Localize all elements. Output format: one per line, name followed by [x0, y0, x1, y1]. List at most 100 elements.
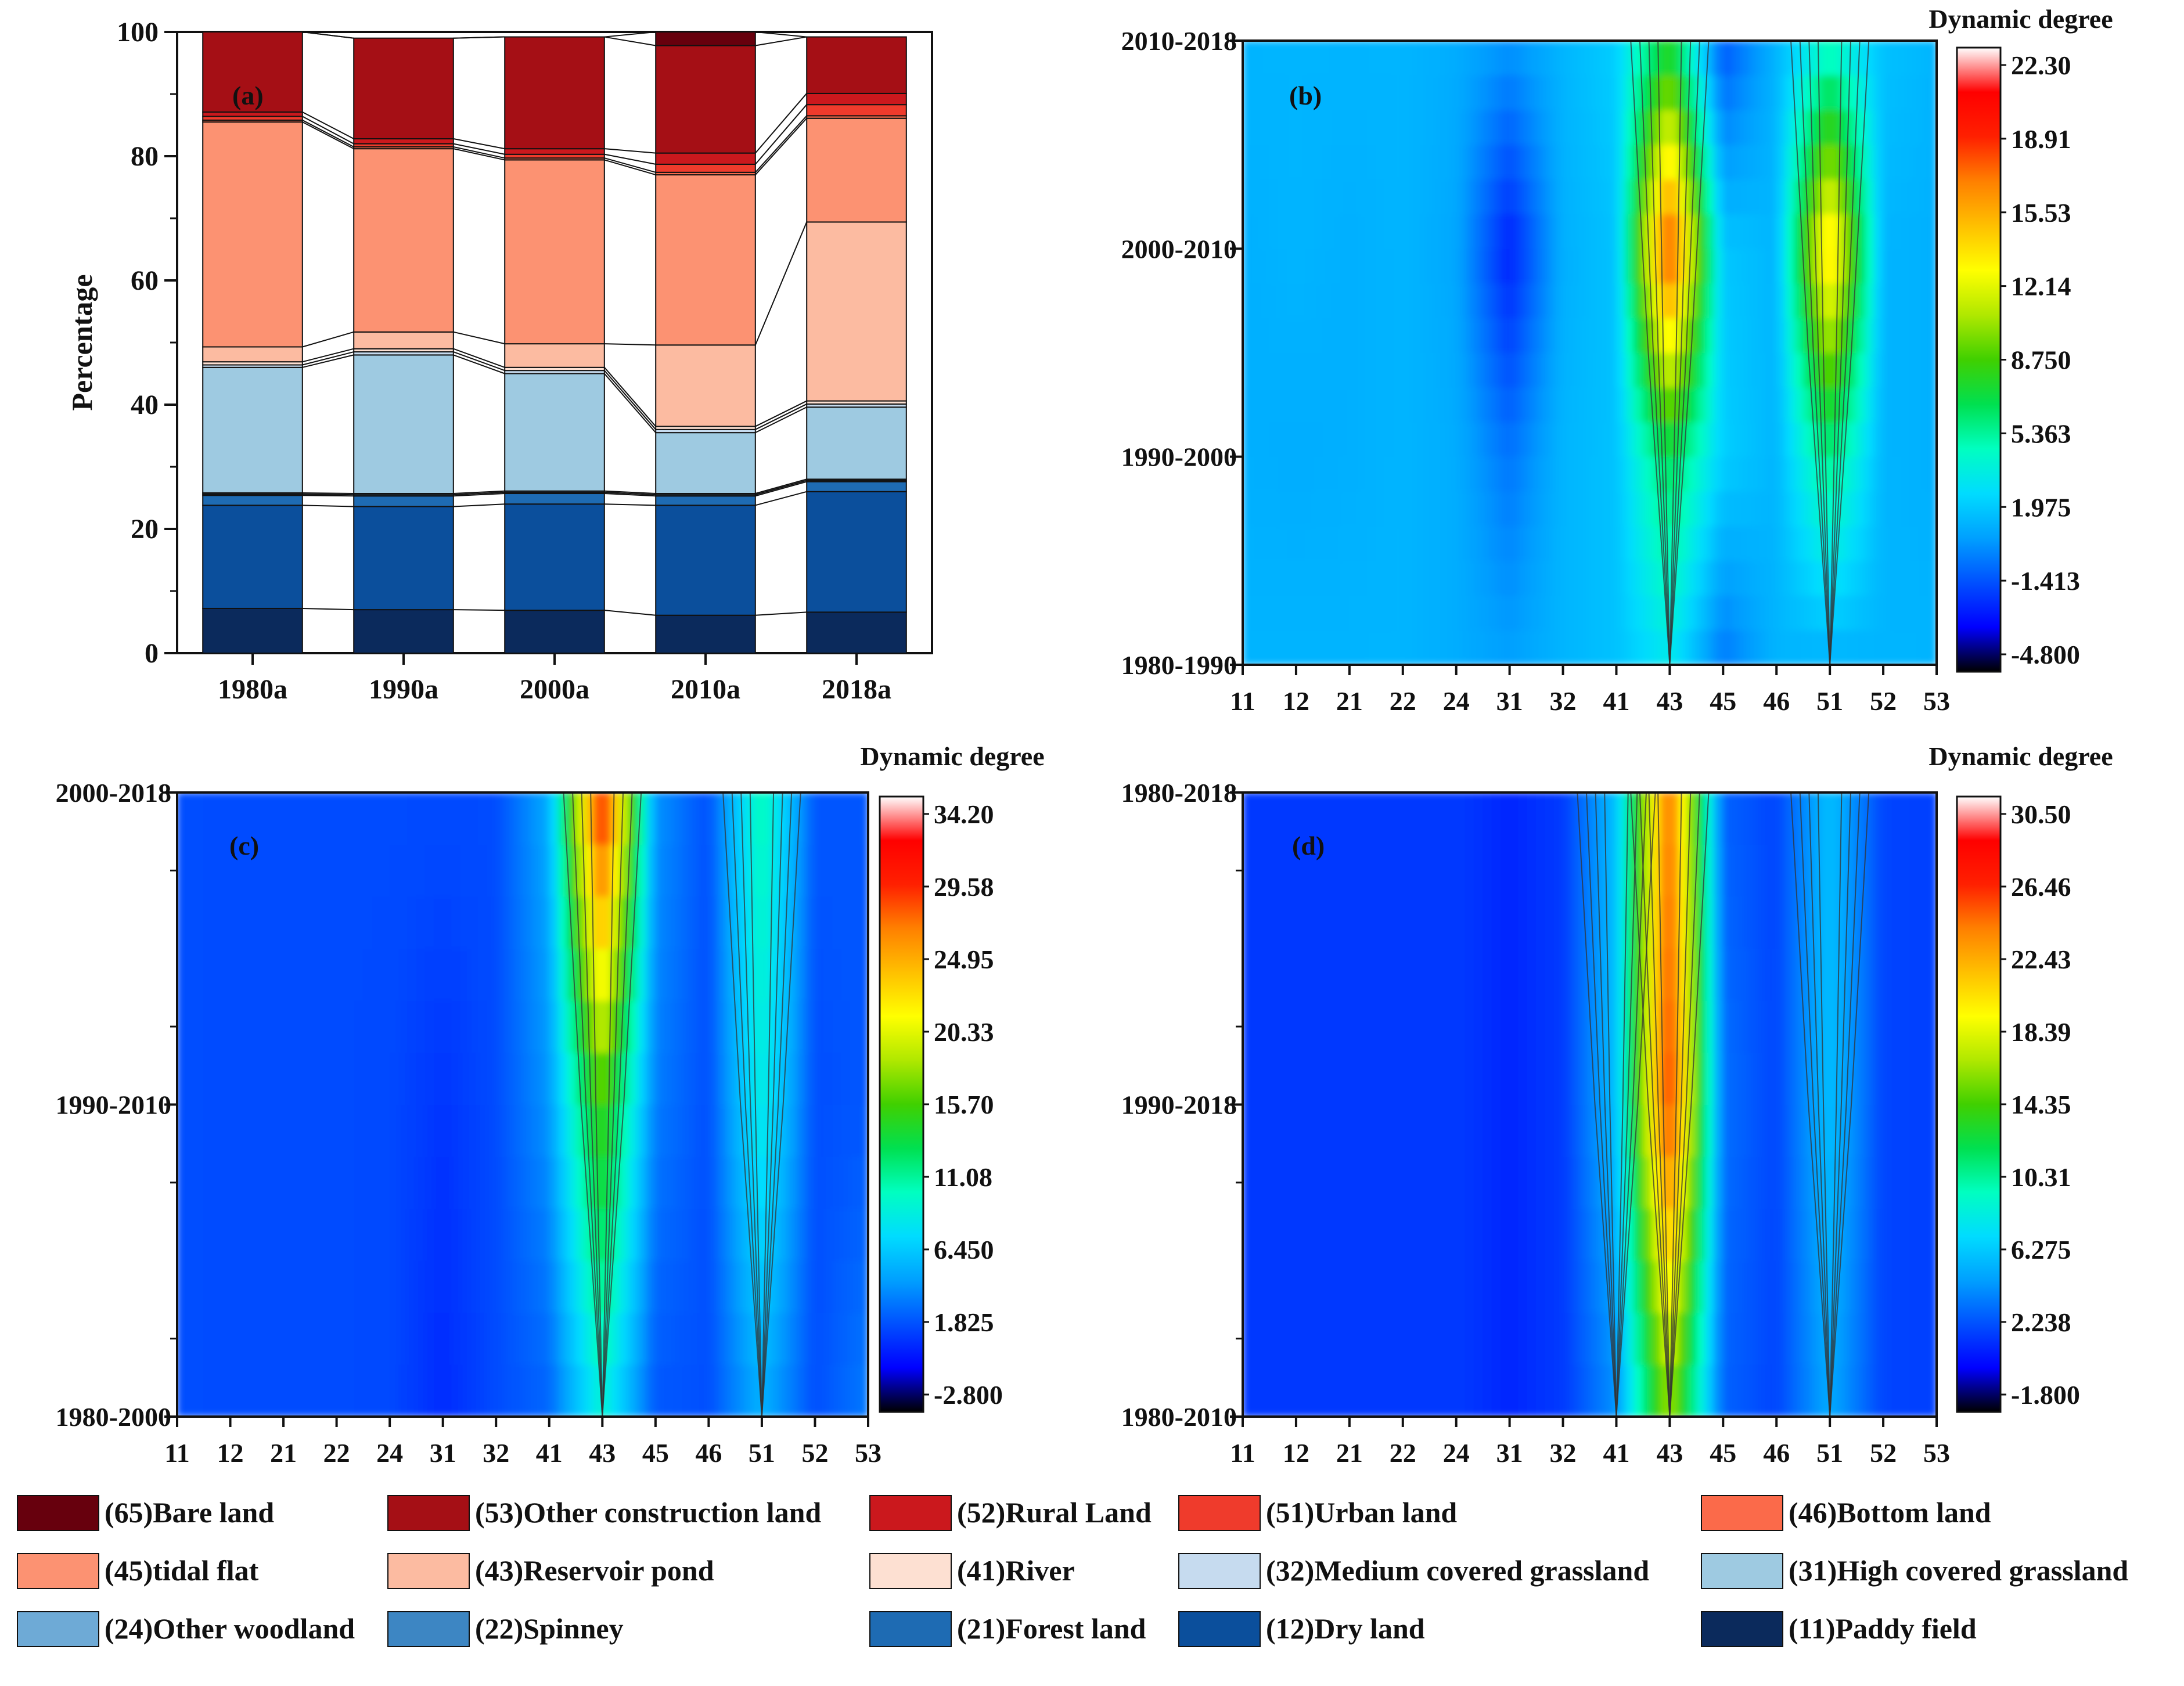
- field-cell: [1527, 352, 1537, 388]
- field-cell: [690, 844, 700, 897]
- field-cell: [283, 1104, 293, 1157]
- field-cell: [1829, 387, 1839, 423]
- colorbar-tick-label: 1.825: [934, 1307, 994, 1337]
- field-cell: [1571, 1000, 1581, 1053]
- field-cell: [1518, 109, 1528, 145]
- field-cell: [859, 1208, 868, 1261]
- field-cell: [1518, 629, 1528, 665]
- field-cell: [1509, 283, 1519, 319]
- field-cell: [1429, 41, 1439, 76]
- field-cell: [1838, 75, 1848, 110]
- field-cell: [690, 948, 700, 1001]
- field-cell: [1847, 179, 1857, 215]
- field-cell: [1287, 318, 1297, 353]
- field-cell: [1331, 1364, 1341, 1417]
- field-cell: [1927, 422, 1937, 457]
- field-cell: [1740, 560, 1750, 596]
- field-cell: [513, 1312, 523, 1365]
- field-cell: [1918, 1000, 1928, 1053]
- field-cell: [1758, 629, 1768, 665]
- field-cell: [416, 1156, 426, 1209]
- field-cell: [584, 896, 594, 949]
- field-cell: [655, 896, 665, 949]
- field-cell: [1251, 318, 1261, 353]
- field-cell: [1518, 948, 1528, 1001]
- field-cell: [407, 1364, 417, 1417]
- field-cell: [247, 792, 257, 845]
- field-cell: [1384, 422, 1394, 457]
- field-cell: [1251, 248, 1261, 284]
- field-cell: [256, 1156, 267, 1209]
- field-cell: [1456, 1260, 1466, 1313]
- field-cell: [1722, 41, 1733, 76]
- field-cell: [424, 1364, 434, 1417]
- field-cell: [354, 948, 364, 1001]
- field-cell: [1314, 318, 1323, 353]
- field-cell: [708, 948, 718, 1001]
- field-cell: [1269, 491, 1279, 527]
- field-cell: [1500, 1208, 1510, 1261]
- field-cell: [1642, 595, 1653, 631]
- field-cell: [1580, 525, 1590, 561]
- field-cell: [1607, 1104, 1617, 1157]
- field-cell: [460, 1052, 470, 1105]
- field-cell: [1349, 75, 1359, 110]
- field-cell: [424, 1312, 434, 1365]
- field-cell: [212, 844, 222, 897]
- field-cell: [1687, 109, 1697, 145]
- field-cell: [1287, 629, 1297, 665]
- field-cell: [1429, 422, 1439, 457]
- field-cell: [1883, 144, 1892, 180]
- field-cell: [1384, 283, 1394, 319]
- field-cell: [1652, 41, 1661, 76]
- field-cell: [1473, 1208, 1484, 1261]
- field-cell: [1767, 248, 1777, 284]
- field-cell: [1322, 387, 1332, 423]
- field-cell: [1589, 491, 1599, 527]
- field-cell: [1767, 1364, 1777, 1417]
- field-cell: [1927, 144, 1937, 180]
- field-cell: [1891, 560, 1902, 596]
- field-cell: [1269, 41, 1279, 76]
- field-cell: [1269, 387, 1279, 423]
- field-cell: [1714, 1052, 1724, 1105]
- field-cell: [256, 792, 267, 845]
- x-tick-label: 21: [1336, 1438, 1363, 1468]
- field-cell: [1473, 1312, 1484, 1365]
- field-cell: [1251, 896, 1261, 949]
- field-cell: [1518, 352, 1528, 388]
- field-cell: [1705, 1052, 1715, 1105]
- field-cell: [646, 1208, 656, 1261]
- field-cell: [1607, 75, 1617, 110]
- field-cell: [699, 844, 709, 897]
- field-cell: [1384, 1208, 1394, 1261]
- field-cell: [1865, 560, 1875, 596]
- field-cell: [310, 1208, 319, 1261]
- field-cell: [1465, 248, 1474, 284]
- x-tick-label: 12: [217, 1438, 244, 1468]
- field-cell: [522, 792, 532, 845]
- field-cell: [1331, 595, 1341, 631]
- bar-segment-43-2000a: [504, 343, 605, 368]
- field-cell: [1553, 318, 1564, 353]
- field-cell: [354, 1260, 364, 1313]
- field-cell: [1473, 214, 1484, 249]
- field-cell: [1696, 629, 1706, 665]
- field-cell: [1314, 1208, 1323, 1261]
- field-cell: [1384, 792, 1394, 845]
- field-cell: [850, 1156, 860, 1209]
- field-cell: [504, 1104, 514, 1157]
- field-cell: [1545, 456, 1555, 492]
- field-cell: [1758, 1364, 1768, 1417]
- field-cell: [283, 1260, 293, 1313]
- legend-label-11: (11)Paddy field: [1789, 1612, 1977, 1645]
- field-cell: [1518, 1156, 1528, 1209]
- y-tick-label: 1980-2010: [1121, 1402, 1237, 1432]
- field-cell: [1847, 629, 1857, 665]
- field-cell: [1483, 560, 1492, 596]
- field-cell: [1829, 844, 1839, 897]
- field-cell: [372, 792, 382, 845]
- field-cell: [1340, 422, 1350, 457]
- field-cell: [1891, 179, 1902, 215]
- field-cell: [487, 1260, 496, 1313]
